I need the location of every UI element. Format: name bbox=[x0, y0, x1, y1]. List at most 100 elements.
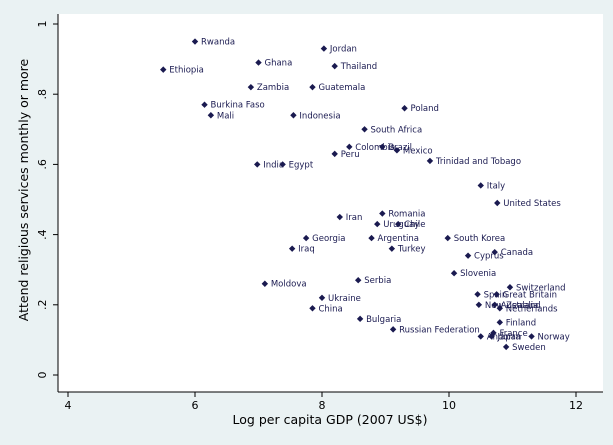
point-marker bbox=[444, 234, 451, 242]
y-ticks: 0 .2 .4 .6 .8 1 bbox=[36, 21, 58, 379]
point-marker bbox=[450, 270, 458, 277]
point-mexico: Mexico bbox=[393, 146, 433, 156]
point-marker bbox=[401, 105, 408, 112]
point-label: Trinidad and Tobago bbox=[435, 157, 521, 167]
point-mali: Mali bbox=[207, 111, 234, 121]
point-china: China bbox=[309, 304, 343, 314]
point-marker bbox=[494, 199, 501, 207]
point-marker bbox=[395, 220, 402, 228]
point-marker bbox=[368, 234, 375, 242]
point-label: Ethiopia bbox=[169, 66, 204, 76]
point-label: China bbox=[318, 304, 342, 314]
point-iraq: Iraq bbox=[288, 245, 315, 255]
point-marker bbox=[388, 245, 396, 252]
point-label: Japan bbox=[497, 332, 522, 342]
point-label: Rwanda bbox=[201, 38, 235, 48]
point-marker bbox=[288, 245, 296, 252]
point-marker bbox=[506, 284, 514, 291]
point-label: Switzerland bbox=[516, 283, 566, 293]
point-indonesia: Indonesia bbox=[290, 111, 341, 121]
point-label: Thailand bbox=[340, 62, 378, 72]
point-marker bbox=[309, 83, 316, 91]
point-marker bbox=[254, 161, 261, 168]
y-tick-label: 1 bbox=[36, 21, 49, 28]
point-marker bbox=[426, 157, 434, 165]
point-trinidad-and-tobago: Trinidad and Tobago bbox=[426, 157, 521, 167]
point-andorra: Andorra bbox=[477, 332, 521, 342]
point-marker bbox=[160, 66, 167, 73]
point-label: Australia bbox=[501, 301, 539, 311]
point-marker bbox=[356, 315, 364, 323]
point-turkey: Turkey bbox=[388, 245, 426, 255]
point-egypt: Egypt bbox=[279, 160, 314, 170]
plot-area bbox=[58, 14, 603, 392]
point-marker bbox=[207, 112, 215, 119]
point-serbia: Serbia bbox=[354, 276, 391, 286]
y-tick-label: 0 bbox=[36, 372, 49, 379]
point-label: South Korea bbox=[454, 234, 506, 244]
point-marker bbox=[309, 305, 316, 312]
point-russian-federation: Russian Federation bbox=[389, 325, 480, 335]
point-label: Argentina bbox=[378, 234, 419, 244]
x-tick-label: 12 bbox=[569, 399, 583, 412]
point-label: Egypt bbox=[289, 160, 314, 170]
point-label: Poland bbox=[411, 104, 439, 114]
point-label: Peru bbox=[341, 150, 360, 160]
point-label: Moldova bbox=[271, 280, 307, 290]
point-marker bbox=[493, 291, 500, 298]
point-label: Italy bbox=[487, 181, 505, 191]
point-poland: Poland bbox=[401, 104, 439, 114]
y-tick-label: .6 bbox=[36, 159, 49, 170]
point-marker bbox=[393, 147, 401, 154]
point-label: Georgia bbox=[312, 234, 345, 244]
point-bulgaria: Bulgaria bbox=[356, 315, 401, 325]
point-label: Guatemala bbox=[318, 83, 365, 93]
point-label: Turkey bbox=[397, 245, 426, 255]
point-label: Mali bbox=[217, 111, 234, 121]
point-marker bbox=[379, 143, 386, 151]
point-label: Andorra bbox=[487, 332, 521, 342]
y-tick-label: .8 bbox=[36, 89, 49, 100]
point-label: India bbox=[263, 160, 284, 170]
point-label: Bulgaria bbox=[366, 315, 401, 325]
x-tick-label: 4 bbox=[65, 399, 72, 412]
x-tick-label: 6 bbox=[192, 399, 199, 412]
point-chile: Chile bbox=[395, 220, 425, 230]
point-label: Russian Federation bbox=[399, 325, 480, 335]
point-japan: Japan bbox=[488, 332, 521, 342]
point-marker bbox=[247, 83, 255, 91]
point-label: Uruguay bbox=[383, 220, 419, 230]
point-marker bbox=[528, 333, 535, 340]
point-ethiopia: Ethiopia bbox=[160, 66, 204, 76]
point-cyprus: Cyprus bbox=[464, 252, 504, 262]
point-netherlands: Netherlands bbox=[496, 304, 558, 314]
point-argentina: Argentina bbox=[368, 234, 419, 244]
point-label: Ghana bbox=[265, 59, 293, 69]
point-label: Cyprus bbox=[474, 252, 504, 262]
y-axis-title: Attend religious services monthly or mor… bbox=[16, 58, 31, 321]
point-iran: Iran bbox=[336, 213, 363, 223]
point-label: Chile bbox=[404, 220, 425, 230]
y-tick-label: .2 bbox=[36, 300, 49, 311]
point-new-zealand: New Zealand bbox=[475, 301, 541, 311]
point-label: Sweden bbox=[512, 343, 546, 353]
point-marker bbox=[331, 62, 338, 70]
point-label: Iran bbox=[346, 213, 363, 223]
point-marker bbox=[361, 126, 368, 133]
data-points: Rwanda Jordan Ghana Thailand Ethiopia Zambia G… bbox=[160, 38, 570, 353]
point-marker bbox=[475, 301, 483, 308]
point-brazil: Brazil bbox=[379, 143, 412, 153]
point-marker bbox=[389, 326, 397, 333]
point-label: Indonesia bbox=[299, 111, 340, 121]
point-marker bbox=[374, 220, 381, 228]
point-label: Netherlands bbox=[506, 304, 558, 314]
point-thailand: Thailand bbox=[331, 62, 378, 72]
point-ghana: Ghana bbox=[255, 59, 292, 69]
point-marker bbox=[336, 213, 343, 221]
point-ukraine: Ukraine bbox=[318, 294, 361, 304]
point-label: Mexico bbox=[403, 146, 433, 156]
point-south-korea: South Korea bbox=[444, 234, 506, 244]
point-label: South Africa bbox=[371, 125, 423, 135]
point-marker bbox=[379, 210, 386, 217]
point-slovenia: Slovenia bbox=[450, 269, 496, 279]
